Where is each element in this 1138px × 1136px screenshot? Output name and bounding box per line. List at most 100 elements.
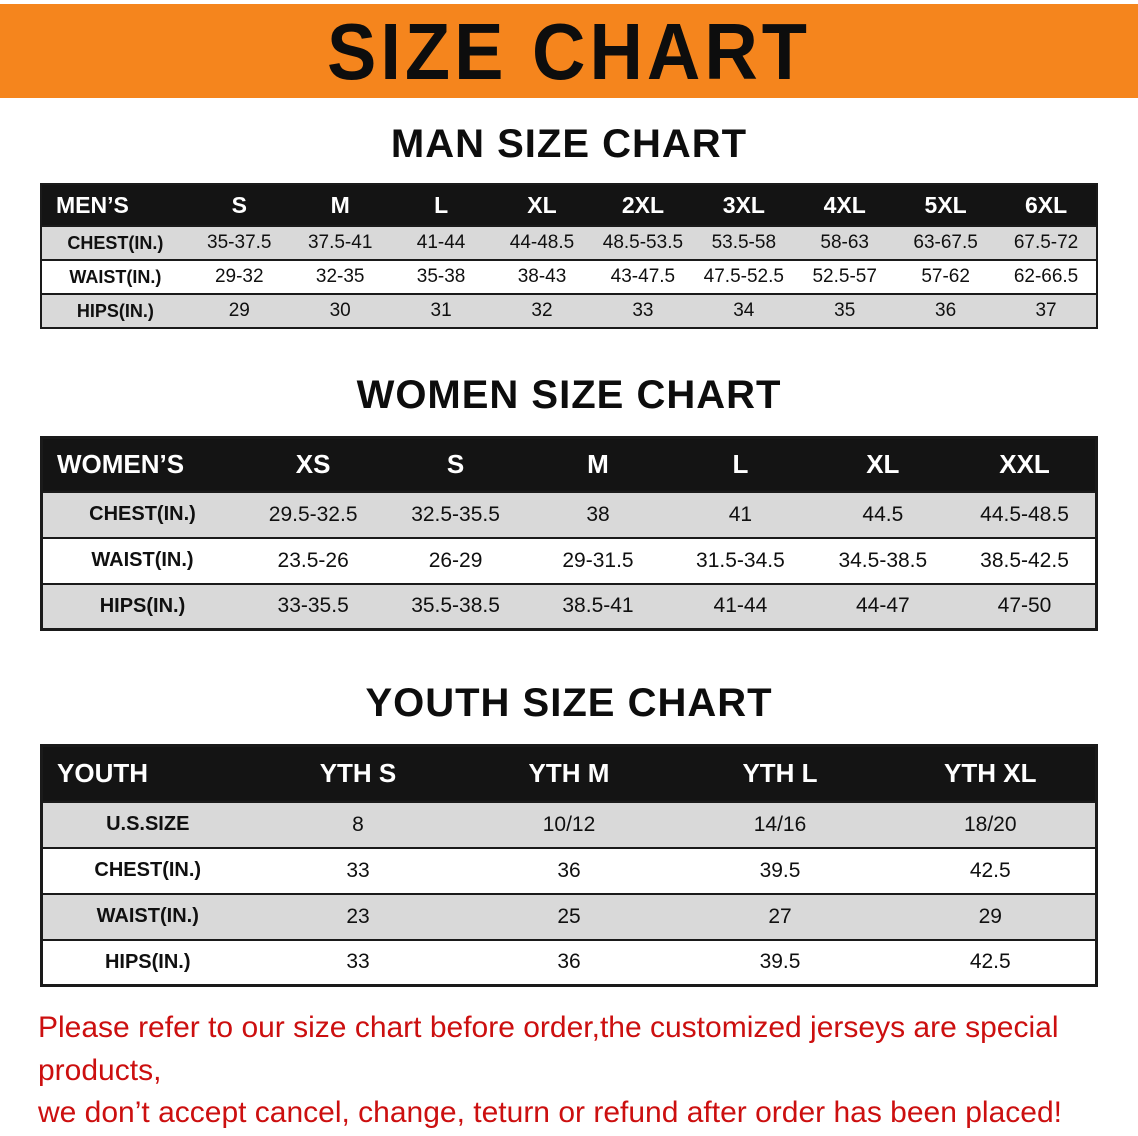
column-header: 3XL <box>693 184 795 226</box>
table-title-cell: YOUTH <box>41 745 253 802</box>
table-row: U.S.SIZE 8 10/12 14/16 18/20 <box>41 800 1097 848</box>
row-label: CHEST(IN.) <box>41 846 253 894</box>
table-row: WAIST(IN.) 23 25 27 29 <box>41 892 1097 940</box>
size-cell: 41-44 <box>390 225 492 260</box>
women-size-chart-section: WOMEN SIZE CHART WOMEN’S XS S M L XL XXL CHEST(… <box>0 373 1138 631</box>
size-cell: 23 <box>252 892 464 940</box>
column-header: 5XL <box>895 184 997 226</box>
header-row: YOUTH YTH S YTH M YTH L YTH XL <box>41 745 1097 802</box>
disclaimer-line-1: Please refer to our size chart before or… <box>38 1011 1059 1087</box>
table-row: CHEST(IN.) 29.5-32.5 32.5-35.5 38 41 44.5 44.5… <box>41 490 1097 538</box>
column-header: S <box>384 437 527 492</box>
size-cell: 33 <box>592 293 694 328</box>
mens-size-table: MEN’S S M L XL 2XL 3XL 4XL 5XL 6XL CHEST(IN.) 35-37… <box>40 183 1098 329</box>
size-cell: 26-29 <box>384 536 527 584</box>
size-cell: 44-47 <box>811 582 955 630</box>
size-chart-page: SIZE CHART MAN SIZE CHART MEN’S S M L XL 2XL 3… <box>0 4 1138 1135</box>
size-cell: 29 <box>885 892 1097 940</box>
row-label: WAIST(IN.) <box>41 536 242 584</box>
size-cell: 33-35.5 <box>241 582 385 630</box>
disclaimer-line-2: we don’t accept cancel, change, teturn o… <box>38 1096 1062 1130</box>
column-header: M <box>526 437 670 492</box>
size-cell: 35-37.5 <box>188 225 290 260</box>
size-cell: 29.5-32.5 <box>241 490 385 538</box>
women-size-table-host: WOMEN’S XS S M L XL XXL CHEST(IN.) 29.5-32.5 32.5… <box>40 436 1098 631</box>
size-cell: 14/16 <box>674 800 886 848</box>
table-row: HIPS(IN.) 29 30 31 32 33 34 35 36 37 <box>41 293 1097 328</box>
table-row: HIPS(IN.) 33-35.5 35.5-38.5 38.5-41 41-44 44-… <box>41 582 1097 630</box>
size-cell: 18/20 <box>885 800 1097 848</box>
column-header: YTH L <box>674 745 886 802</box>
size-cell: 10/12 <box>463 800 675 848</box>
table-title-cell: WOMEN’S <box>41 437 242 492</box>
row-label: WAIST(IN.) <box>41 892 253 940</box>
size-cell: 34 <box>693 293 795 328</box>
row-label: HIPS(IN.) <box>41 293 189 328</box>
column-header: YTH XL <box>885 745 1097 802</box>
size-cell: 42.5 <box>885 938 1097 986</box>
size-cell: 38 <box>526 490 670 538</box>
size-cell: 41-44 <box>669 582 812 630</box>
size-cell: 63-67.5 <box>895 225 997 260</box>
size-cell: 35 <box>794 293 896 328</box>
table-row: WAIST(IN.) 29-32 32-35 35-38 38-43 43-47.5 47.… <box>41 259 1097 294</box>
size-cell: 43-47.5 <box>592 259 694 294</box>
size-cell: 35-38 <box>390 259 492 294</box>
size-cell: 39.5 <box>674 938 886 986</box>
size-cell: 31 <box>390 293 492 328</box>
header-row: MEN’S S M L XL 2XL 3XL 4XL 5XL 6XL <box>41 184 1097 226</box>
page-title: SIZE CHART <box>327 6 811 96</box>
size-cell: 41 <box>669 490 812 538</box>
size-cell: 27 <box>674 892 886 940</box>
column-header: XL <box>491 184 593 226</box>
row-label: CHEST(IN.) <box>41 490 242 538</box>
size-cell: 52.5-57 <box>794 259 896 294</box>
size-cell: 36 <box>895 293 997 328</box>
size-cell: 38.5-41 <box>526 582 670 630</box>
size-cell: 38.5-42.5 <box>954 536 1097 584</box>
size-cell: 36 <box>463 846 675 894</box>
table-row: CHEST(IN.) 33 36 39.5 42.5 <box>41 846 1097 894</box>
size-cell: 37 <box>996 293 1097 328</box>
column-header: M <box>289 184 391 226</box>
row-label: WAIST(IN.) <box>41 259 189 294</box>
column-header: XS <box>241 437 385 492</box>
banner: SIZE CHART <box>0 4 1138 98</box>
size-cell: 30 <box>289 293 391 328</box>
size-cell: 29 <box>188 293 290 328</box>
size-cell: 35.5-38.5 <box>384 582 527 630</box>
size-cell: 31.5-34.5 <box>669 536 812 584</box>
size-cell: 33 <box>252 846 464 894</box>
row-label: HIPS(IN.) <box>41 582 242 630</box>
column-header: S <box>188 184 290 226</box>
size-cell: 32.5-35.5 <box>384 490 527 538</box>
column-header: YTH S <box>252 745 464 802</box>
table-title-cell: MEN’S <box>41 184 189 226</box>
youth-size-table-host: YOUTH YTH S YTH M YTH L YTH XL U.S.SIZE 8 10/12… <box>40 744 1098 987</box>
column-header: L <box>390 184 492 226</box>
column-header: L <box>669 437 812 492</box>
size-cell: 39.5 <box>674 846 886 894</box>
row-label: CHEST(IN.) <box>41 225 189 260</box>
youth-size-chart-section: YOUTH SIZE CHART YOUTH YTH S YTH M YTH L YTH… <box>0 681 1138 987</box>
size-cell: 36 <box>463 938 675 986</box>
column-header: YTH M <box>463 745 675 802</box>
youth-size-table: YOUTH YTH S YTH M YTH L YTH XL U.S.SIZE 8 10/12… <box>40 744 1098 987</box>
size-cell: 33 <box>252 938 464 986</box>
size-cell: 32 <box>491 293 593 328</box>
size-cell: 37.5-41 <box>289 225 391 260</box>
size-cell: 42.5 <box>885 846 1097 894</box>
table-row: CHEST(IN.) 35-37.5 37.5-41 41-44 44-48.5 48.5… <box>41 225 1097 260</box>
size-cell: 34.5-38.5 <box>811 536 955 584</box>
row-label: U.S.SIZE <box>41 800 253 848</box>
column-header: 4XL <box>794 184 896 226</box>
size-cell: 23.5-26 <box>241 536 385 584</box>
size-cell: 48.5-53.5 <box>592 225 694 260</box>
size-cell: 44.5-48.5 <box>954 490 1097 538</box>
column-header: 2XL <box>592 184 694 226</box>
column-header: XXL <box>954 437 1097 492</box>
size-cell: 32-35 <box>289 259 391 294</box>
size-cell: 29-31.5 <box>526 536 670 584</box>
man-section-title: MAN SIZE CHART <box>390 122 748 166</box>
column-header: 6XL <box>996 184 1097 226</box>
